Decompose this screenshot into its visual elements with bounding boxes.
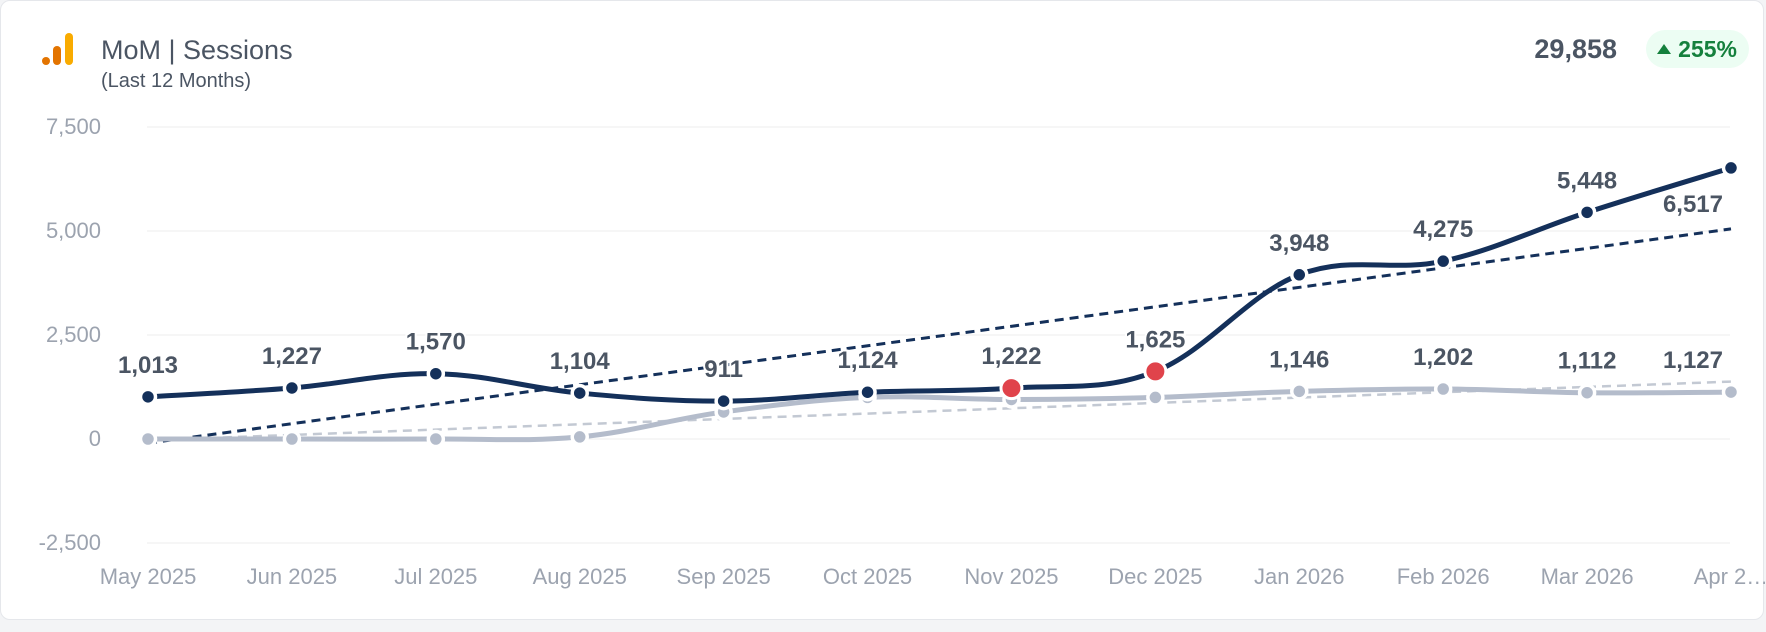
- sessions-line-chart: 7,500 5,000 2,500 0 -2,500 May 2025 Jun 2025 Ju…: [39, 114, 1765, 589]
- data-label: 1,222: [981, 343, 1041, 370]
- series-line-navy: [145, 165, 1734, 404]
- data-label: 1,625: [1125, 326, 1185, 353]
- y-tick-label: 7,500: [46, 114, 101, 139]
- x-tick-label: Jan 2026: [1254, 564, 1345, 589]
- x-tick-label: Mar 2026: [1541, 564, 1634, 589]
- data-point-navy: [282, 378, 302, 398]
- data-point-gray: [1433, 379, 1453, 399]
- x-tick-label: Jun 2025: [247, 564, 338, 589]
- y-tick-label: 0: [89, 426, 101, 451]
- data-point-gray: [138, 429, 158, 449]
- trendline-navy: [147, 227, 1732, 445]
- x-tick-label: Feb 2026: [1397, 564, 1490, 589]
- data-point-gray: [1577, 383, 1597, 402]
- data-label: 1,202: [1413, 344, 1473, 371]
- x-tick-label: Jul 2025: [394, 564, 477, 589]
- x-tick-label: Nov 2025: [964, 564, 1058, 589]
- data-label: 911: [704, 356, 743, 383]
- y-tick-label: 5,000: [46, 218, 101, 243]
- data-label: 1,112: [1558, 348, 1617, 375]
- data-point-navy: [426, 364, 446, 383]
- x-tick-label: Sep 2025: [677, 564, 771, 589]
- data-label: 1,104: [550, 348, 611, 375]
- data-point-navy: [999, 376, 1024, 401]
- data-label: 5,448: [1557, 167, 1617, 194]
- data-point-navy: [1143, 359, 1168, 384]
- change-badge: 255%: [1646, 30, 1749, 68]
- data-point-navy: [858, 382, 877, 402]
- data-label: 4,275: [1413, 216, 1473, 243]
- x-tick-label: Aug 2025: [533, 564, 627, 589]
- data-label: 1,124: [838, 347, 899, 374]
- data-point-gray: [1290, 382, 1309, 401]
- analytics-bars-icon: [42, 33, 73, 65]
- data-point-gray: [570, 427, 589, 447]
- y-tick-label: 2,500: [46, 322, 101, 347]
- data-point-navy: [714, 391, 733, 411]
- y-tick-label: -2,500: [39, 530, 101, 555]
- data-point-gray: [282, 429, 302, 449]
- data-point-navy: [138, 387, 158, 407]
- data-point-gray: [426, 429, 446, 449]
- data-label: 1,127: [1663, 347, 1723, 374]
- x-tick-label: May 2025: [100, 564, 197, 589]
- triangle-up-icon: [1657, 44, 1672, 54]
- data-point-navy: [1290, 265, 1309, 285]
- data-point-gray: [1721, 382, 1741, 402]
- data-point-navy: [1721, 158, 1741, 178]
- chart-title: MoM | Sessions: [101, 35, 293, 65]
- data-point-navy: [1577, 203, 1597, 222]
- x-tick-label: Oct 2025: [823, 564, 912, 589]
- data-label: 1,227: [262, 343, 322, 370]
- data-label: 3,948: [1269, 230, 1329, 257]
- series-line-gray: [145, 386, 1734, 443]
- x-tick-label: Dec 2025: [1108, 564, 1202, 589]
- data-label: 1,146: [1269, 346, 1329, 373]
- total-sessions: 29,858: [1534, 34, 1617, 64]
- change-value: 255%: [1678, 35, 1737, 62]
- data-point-gray: [1146, 388, 1165, 407]
- data-label: 6,517: [1663, 191, 1723, 218]
- data-label: 1,013: [118, 352, 178, 379]
- x-tick-label: Apr 2…: [1694, 564, 1765, 589]
- chart-subtitle: (Last 12 Months): [101, 70, 252, 92]
- data-point-navy: [1433, 251, 1453, 271]
- data-label: 1,570: [406, 329, 466, 356]
- data-point-navy: [570, 383, 589, 403]
